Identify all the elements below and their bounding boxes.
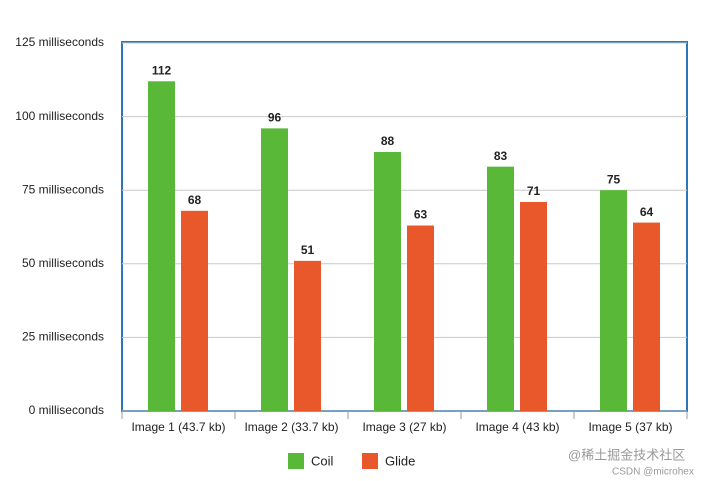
bar [407,225,434,411]
x-tick-label: Image 4 (43 kb) [475,420,559,434]
value-label: 88 [381,134,395,148]
value-label: 51 [301,243,315,257]
y-tick-label: 125 milliseconds [15,35,104,49]
bar [294,260,321,411]
value-label: 63 [414,208,428,222]
y-tick-label: 25 milliseconds [22,330,104,344]
value-label: 83 [494,149,508,163]
bar [600,190,627,411]
value-label: 75 [607,172,621,186]
bar [374,151,401,412]
y-tick-label: 0 milliseconds [29,403,104,417]
value-label: 112 [152,63,172,77]
legend-swatch [288,453,304,469]
y-tick-label: 75 milliseconds [22,182,104,196]
watermark: CSDN @microhex [612,467,694,478]
y-tick-label: 100 milliseconds [15,109,104,123]
value-label: 64 [640,205,654,219]
value-label: 68 [188,193,202,207]
bar [261,128,288,411]
bar [520,201,547,411]
bar [633,222,660,411]
bar [181,210,208,411]
bar [487,166,514,411]
value-label: 71 [527,184,541,198]
x-tick-label: Image 1 (43.7 kb) [131,420,225,434]
x-tick-label: Image 2 (33.7 kb) [244,420,338,434]
x-tick-label: Image 3 (27 kb) [362,420,446,434]
watermark: @稀土掘金技术社区 [568,447,685,462]
x-tick-label: Image 5 (37 kb) [588,420,672,434]
bar [148,81,175,411]
value-label: 96 [268,111,282,125]
legend-label: Glide [385,453,415,468]
legend-swatch [362,453,378,469]
y-tick-label: 50 milliseconds [22,256,104,270]
legend-label: Coil [311,453,334,468]
